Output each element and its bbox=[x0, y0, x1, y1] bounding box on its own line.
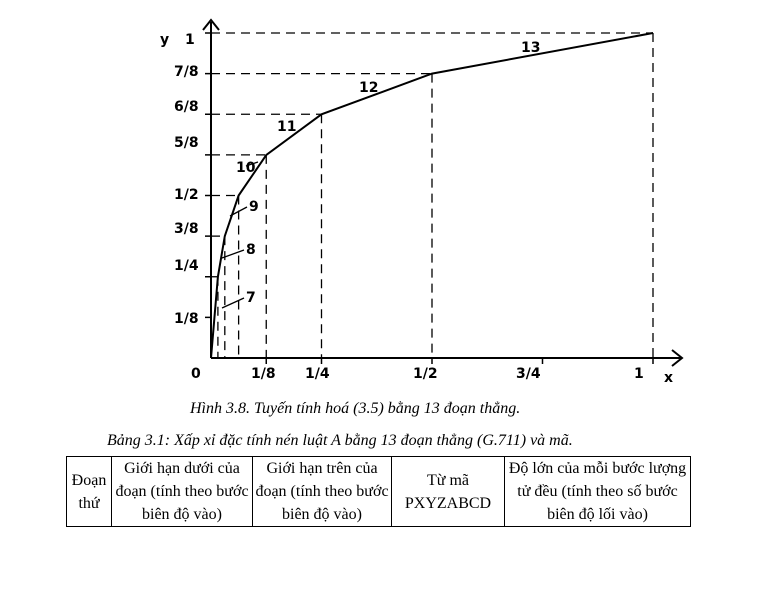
segment-label-10: 10 bbox=[236, 160, 256, 176]
y-tick-label: 5/8 bbox=[174, 135, 199, 151]
header-code-word: Từ mã PXYZABCD bbox=[391, 456, 505, 527]
segment-pointer bbox=[245, 161, 259, 167]
y-axis-arrow bbox=[202, 18, 220, 31]
dashed-guide-lines bbox=[211, 32, 654, 358]
table-caption: Bảng 3.1: Xấp xỉ đặc tính nén luật A bằn… bbox=[107, 432, 573, 449]
segment-label-13: 13 bbox=[521, 40, 540, 56]
segment-label-12: 12 bbox=[359, 80, 378, 96]
x-tick-label: 1/2 bbox=[413, 366, 438, 382]
y-tick-label: 1/4 bbox=[174, 258, 199, 274]
y-axis-label: y bbox=[160, 32, 169, 48]
y-tick-label: 1/2 bbox=[174, 187, 199, 203]
header-segment-number: Đoạn thứ bbox=[66, 456, 112, 527]
segment-pointers bbox=[221, 161, 259, 309]
header-step-size: Độ lớn của mỗi bước lượng tử đều (tính t… bbox=[504, 456, 691, 527]
y-tick-label: 1 bbox=[185, 32, 195, 48]
header-upper-limit: Giới hạn trên của đoạn (tính theo bước b… bbox=[252, 456, 392, 527]
x-axis-label: x bbox=[664, 370, 673, 386]
table-header-row: Đoạn thứ Giới hạn dưới của đoạn (tính th… bbox=[66, 456, 691, 527]
figure-caption: Hình 3.8. Tuyến tính hoá (3.5) bằng 13 đ… bbox=[190, 400, 521, 417]
segment-label-9: 9 bbox=[249, 199, 259, 215]
chart-figure: y x 0 1/8 1/4 3/8 1/2 5/8 6/8 7/8 1 1/8 … bbox=[160, 18, 684, 386]
y-tick-label: 3/8 bbox=[174, 221, 199, 237]
axis-ticks bbox=[205, 32, 654, 364]
y-tick-label: 7/8 bbox=[174, 64, 199, 80]
y-tick-label: 1/8 bbox=[174, 311, 199, 327]
compression-curve bbox=[210, 32, 654, 359]
x-axis-arrow bbox=[671, 349, 684, 367]
segment-pointer bbox=[221, 249, 245, 259]
header-lower-limit: Giới hạn dưới của đoạn (tính theo bước b… bbox=[111, 456, 253, 527]
y-tick-label: 6/8 bbox=[174, 99, 199, 115]
segment-pointer bbox=[229, 206, 248, 217]
segment-label-7: 7 bbox=[246, 290, 256, 306]
origin-label: 0 bbox=[191, 366, 201, 382]
x-tick-label: 1/4 bbox=[305, 366, 330, 382]
segment-label-8: 8 bbox=[246, 242, 256, 258]
x-tick-label: 1/8 bbox=[251, 366, 276, 382]
segment-label-11: 11 bbox=[277, 119, 296, 135]
segment-table: Đoạn thứ Giới hạn dưới của đoạn (tính th… bbox=[66, 456, 691, 527]
x-tick-label: 3/4 bbox=[516, 366, 541, 382]
segment-pointer bbox=[221, 297, 245, 309]
x-tick-label: 1 bbox=[634, 366, 644, 382]
